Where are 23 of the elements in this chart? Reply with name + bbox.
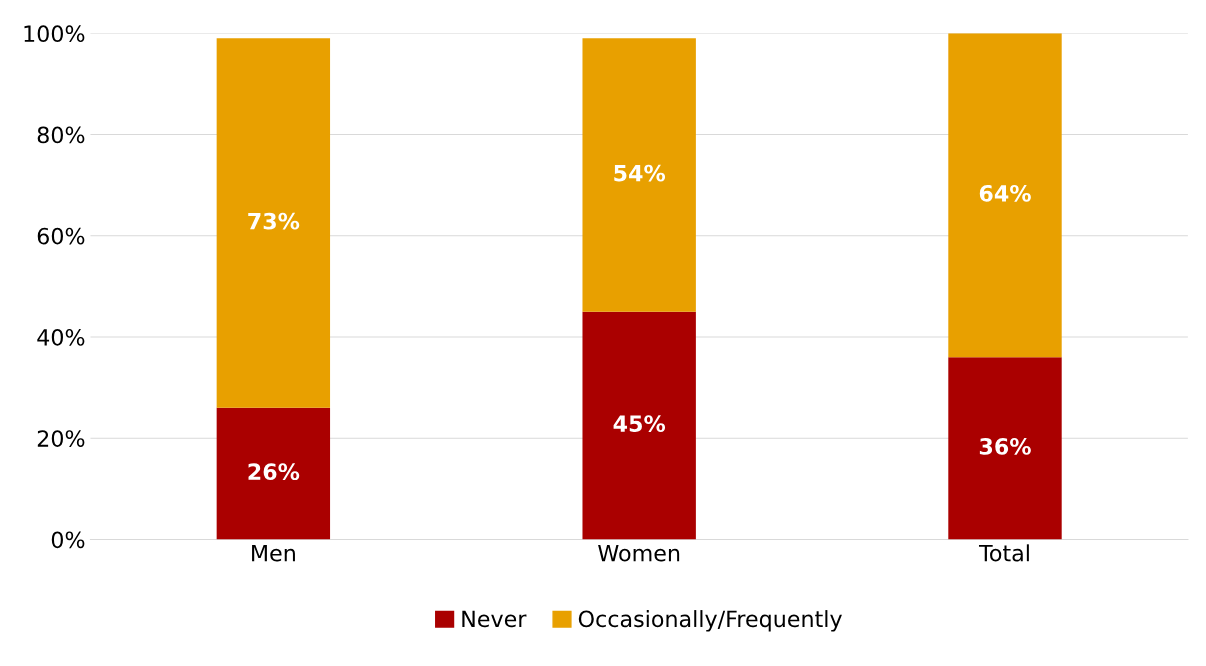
bar [582,38,696,312]
bar [582,311,696,540]
text: 45% [613,415,666,433]
x-tick-label: Men [252,545,295,562]
x-tick-label: Women [598,545,680,562]
legend-label: Occasionally/Frequently [578,610,842,632]
y-tick-label: 60% [37,227,85,245]
legend-label: Never [462,610,527,628]
y-tick-label: 20% [37,430,85,447]
y-tick-label: 80% [37,126,85,144]
y-tick-label: 0% [51,531,85,549]
bar [216,407,331,540]
x-tick-label: Total [978,544,1029,562]
text: 26% [248,463,300,481]
text: 36% [979,437,1031,455]
y-tick-label: 100% [24,25,85,43]
text: 64% [979,184,1031,202]
bar [948,357,1062,540]
y-tick-label: 40% [37,328,85,346]
bar [948,33,1062,358]
bar [216,38,331,408]
text: 73% [248,212,300,230]
text: 54% [614,164,666,182]
